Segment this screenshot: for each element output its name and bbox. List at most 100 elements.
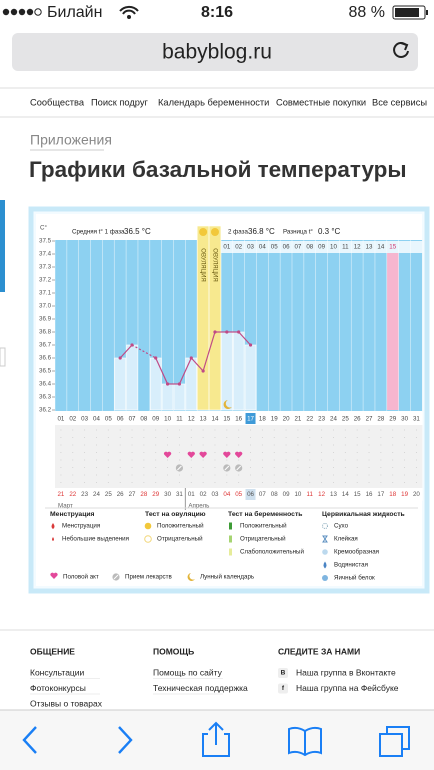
grid-dot [202, 437, 204, 438]
intercourse-icon [164, 451, 172, 458]
legend-icon [322, 535, 328, 543]
grid-dot [60, 429, 62, 431]
breadcrumb[interactable]: Приложения [30, 132, 112, 148]
cycle-day: 08 [306, 244, 313, 251]
footer-link[interactable]: Помощь по сайту [153, 667, 223, 677]
date-label: 01 [188, 491, 195, 498]
grid-dot [167, 444, 169, 446]
footer-link[interactable]: Фотоконкурсы [30, 683, 86, 693]
grid-dot [131, 429, 133, 431]
legend-item: Отрицательный [157, 536, 203, 543]
intercourse-icon [199, 451, 207, 458]
cycle-day: 09 [318, 244, 325, 251]
grid-dot [119, 437, 121, 438]
cycle-day: 11 [342, 244, 349, 251]
temperature-bar [221, 331, 233, 411]
grid-dot [297, 444, 299, 446]
day-label: 30 [401, 416, 408, 423]
footer-link[interactable]: Отзывы о товарах [30, 698, 103, 708]
intercourse-icon [235, 451, 243, 458]
grid-dot [84, 482, 86, 483]
day-label: 06 [117, 416, 124, 423]
grid-dot [250, 444, 252, 446]
legend-header: Менструация [50, 511, 95, 518]
legend-item: Прием лекарств [125, 574, 172, 581]
grid-dot [190, 459, 192, 461]
grid-dot [84, 459, 86, 461]
nav-link[interactable]: Сообщества [30, 97, 85, 107]
legend-header: Тест на беременность [228, 510, 302, 518]
social-icon-text: f [282, 685, 285, 692]
grid-dot [143, 474, 145, 476]
grid-dot [178, 429, 180, 431]
grid-dot [226, 444, 228, 446]
grid-dot [214, 437, 216, 438]
day-label: 04 [93, 416, 100, 423]
grid-dot [392, 459, 394, 461]
date-label: 10 [294, 491, 301, 498]
y-tick-label: 37.5 [39, 238, 52, 245]
grid-dot [155, 467, 157, 468]
temperature-bar [232, 331, 245, 411]
footer-link[interactable]: Наша группа на Фейсбуке [296, 683, 399, 693]
nav-link[interactable]: Совместные покупки [276, 97, 366, 107]
social-icon[interactable] [278, 668, 288, 678]
legend-item: Сухо [334, 523, 349, 530]
grid-dot [321, 482, 323, 483]
nav-link[interactable]: Все сервисы [372, 97, 427, 107]
tabs-button[interactable] [379, 726, 410, 757]
social-icon[interactable] [278, 683, 288, 694]
bookmarks-button[interactable] [288, 726, 322, 757]
grid-dot [95, 429, 97, 431]
grid-dot [143, 467, 145, 468]
share-button[interactable] [202, 721, 230, 757]
footer-link[interactable]: Консультации [30, 667, 85, 677]
nav-link[interactable]: Поиск подруг [91, 97, 148, 107]
grid-dot [309, 444, 311, 446]
grid-dot [238, 482, 240, 483]
grid-dot [309, 467, 311, 468]
grid-dot [380, 429, 382, 431]
grid-dot [60, 437, 62, 438]
phase2-avg: 36.8 °C [248, 227, 275, 236]
day-label: 09 [152, 416, 159, 423]
grid-dot [344, 474, 346, 476]
grid-dot [155, 429, 157, 431]
grid-dot [261, 437, 263, 438]
back-button[interactable] [22, 726, 37, 754]
date-label: 08 [271, 491, 278, 498]
grid-dot [95, 482, 97, 483]
day-label: 17 [247, 416, 254, 423]
grid-dot [250, 452, 252, 453]
grid-dot [84, 429, 86, 431]
date-label: 26 [117, 491, 124, 498]
footer-link[interactable]: Наша группа в Вконтакте [296, 667, 396, 677]
y-tick-label: 37.2 [39, 277, 52, 284]
day-label: 10 [164, 416, 171, 423]
grid-dot [297, 482, 299, 483]
legend-item: Кремообразная [334, 549, 379, 556]
grid-dot [84, 467, 86, 468]
grid-dot [72, 467, 74, 468]
footer-link[interactable]: Техническая поддержка [153, 683, 248, 693]
nav-link[interactable]: Календарь беременности [158, 97, 269, 107]
grid-dot [214, 429, 216, 431]
grid-dot [392, 429, 394, 431]
grid-dot [95, 467, 97, 468]
temperature-bar [173, 383, 186, 411]
grid-dot [167, 437, 169, 438]
toolbar [0, 709, 434, 770]
grid-dot [297, 474, 299, 476]
today-marker [245, 489, 256, 500]
forward-button[interactable] [118, 726, 133, 754]
grid-dot [309, 459, 311, 461]
grid-dot [60, 482, 62, 483]
grid-dot [273, 444, 275, 446]
grid-dot [380, 459, 382, 461]
grid-dot [202, 459, 204, 461]
address-bar[interactable] [12, 33, 418, 71]
intercourse-icon [223, 451, 231, 458]
y-tick-label: 36.9 [39, 316, 52, 323]
date-label: 04 [223, 491, 230, 498]
grid-dot [72, 452, 74, 453]
